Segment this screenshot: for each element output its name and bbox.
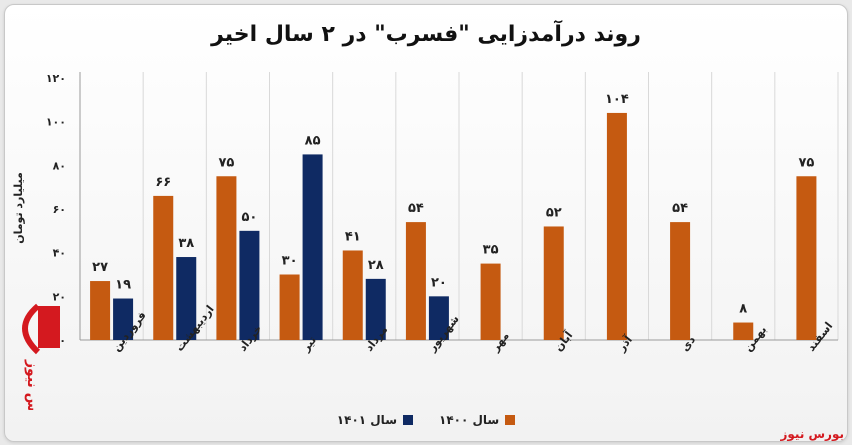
data-label: ۳۵ (483, 243, 499, 258)
legend-item-1400: سال ۱۴۰۰ (439, 413, 516, 427)
data-label: ۲۰ (431, 275, 447, 290)
data-label: ۶۶ (155, 175, 171, 190)
legend-item-1401: سال ۱۴۰۱ (337, 413, 413, 427)
logo-bar-mark (38, 306, 60, 348)
y-tick-label: ۴۰ (53, 247, 66, 260)
source-credit: بورس نیوز (780, 427, 844, 441)
chart-title: روند درآمدزایی "فسرب" در ۲ سال اخیر (211, 22, 641, 47)
bar-1400-10 (733, 322, 754, 340)
data-label: ۲۸ (368, 258, 384, 273)
bar-1400-3 (279, 274, 300, 340)
data-label: ۷۵ (218, 155, 234, 170)
y-axis-label: میلیارد تومان (12, 172, 25, 244)
y-tick-label: ۱۰۰ (46, 116, 66, 129)
data-label: ۵۴ (408, 201, 424, 216)
data-label: ۸ (739, 302, 747, 317)
data-label: ۵۴ (672, 201, 688, 216)
axis-lines (79, 72, 838, 341)
bar-1400-6 (480, 263, 501, 340)
y-tick-label: ۱۲۰ (46, 72, 66, 85)
bar-1401-1 (176, 257, 197, 340)
data-label: ۲۷ (92, 260, 108, 275)
bar-1400-8 (606, 112, 627, 340)
y-tick-label: ۰ (59, 334, 66, 347)
bar-1400-9 (670, 222, 691, 340)
data-label: ۵۲ (546, 205, 562, 220)
bar-1400-2 (216, 176, 237, 340)
y-tick-label: ۸۰ (53, 159, 66, 172)
y-tick-label: ۲۰ (53, 290, 66, 303)
y-tick-label: ۶۰ (53, 203, 66, 216)
data-label: ۵۰ (241, 210, 257, 225)
bar-1400-11 (796, 176, 817, 340)
data-label: ۱۰۴ (605, 92, 629, 107)
chart-card (4, 4, 848, 442)
chart-legend: سال ۱۴۰۰ سال ۱۴۰۱ (0, 413, 852, 427)
bar-1400-7 (543, 226, 564, 340)
bar-1401-4 (365, 278, 386, 340)
bar-1400-5 (405, 222, 426, 340)
data-label: ۱۹ (115, 278, 131, 293)
legend-label-1401: سال ۱۴۰۱ (336, 413, 397, 427)
bar-1401-0 (113, 298, 134, 340)
data-label: ۳۸ (178, 236, 194, 251)
data-label: ۳۰ (282, 254, 298, 269)
bar-1401-2 (239, 230, 260, 340)
legend-swatch-1400 (505, 415, 516, 425)
bars (90, 112, 817, 340)
logo-arc-mark (22, 303, 41, 355)
bar-1400-4 (342, 250, 363, 340)
bar-1401-3 (302, 154, 323, 340)
legend-swatch-1401 (403, 415, 413, 425)
data-label: ۸۵ (305, 133, 321, 148)
y-axis-ticks: ۰ ۲۰ ۴۰ ۶۰ ۸۰ ۱۰۰ ۱۲۰ (46, 72, 66, 347)
bar-1400-0 (90, 281, 111, 340)
data-label: ۷۵ (798, 155, 814, 170)
data-labels: ۲۷ ۱۹ ۶۶ ۳۸ ۷۵ ۵۰ ۳۰ ۸۵ ۴۱ ۲۸ ۵۴ ۲۰ ۳۵ ۵۲ ۱۰۴ ۵۴ ۸ ۷۵ (92, 92, 814, 317)
data-label: ۴۱ (345, 229, 361, 244)
bar-1400-1 (153, 195, 174, 340)
logo-text: بورس نیوز (24, 359, 40, 410)
bar-1401-5 (428, 296, 449, 340)
legend-label-1400: سال ۱۴۰۰ (439, 413, 500, 427)
brand-logo: بورس نیوز (8, 300, 68, 434)
